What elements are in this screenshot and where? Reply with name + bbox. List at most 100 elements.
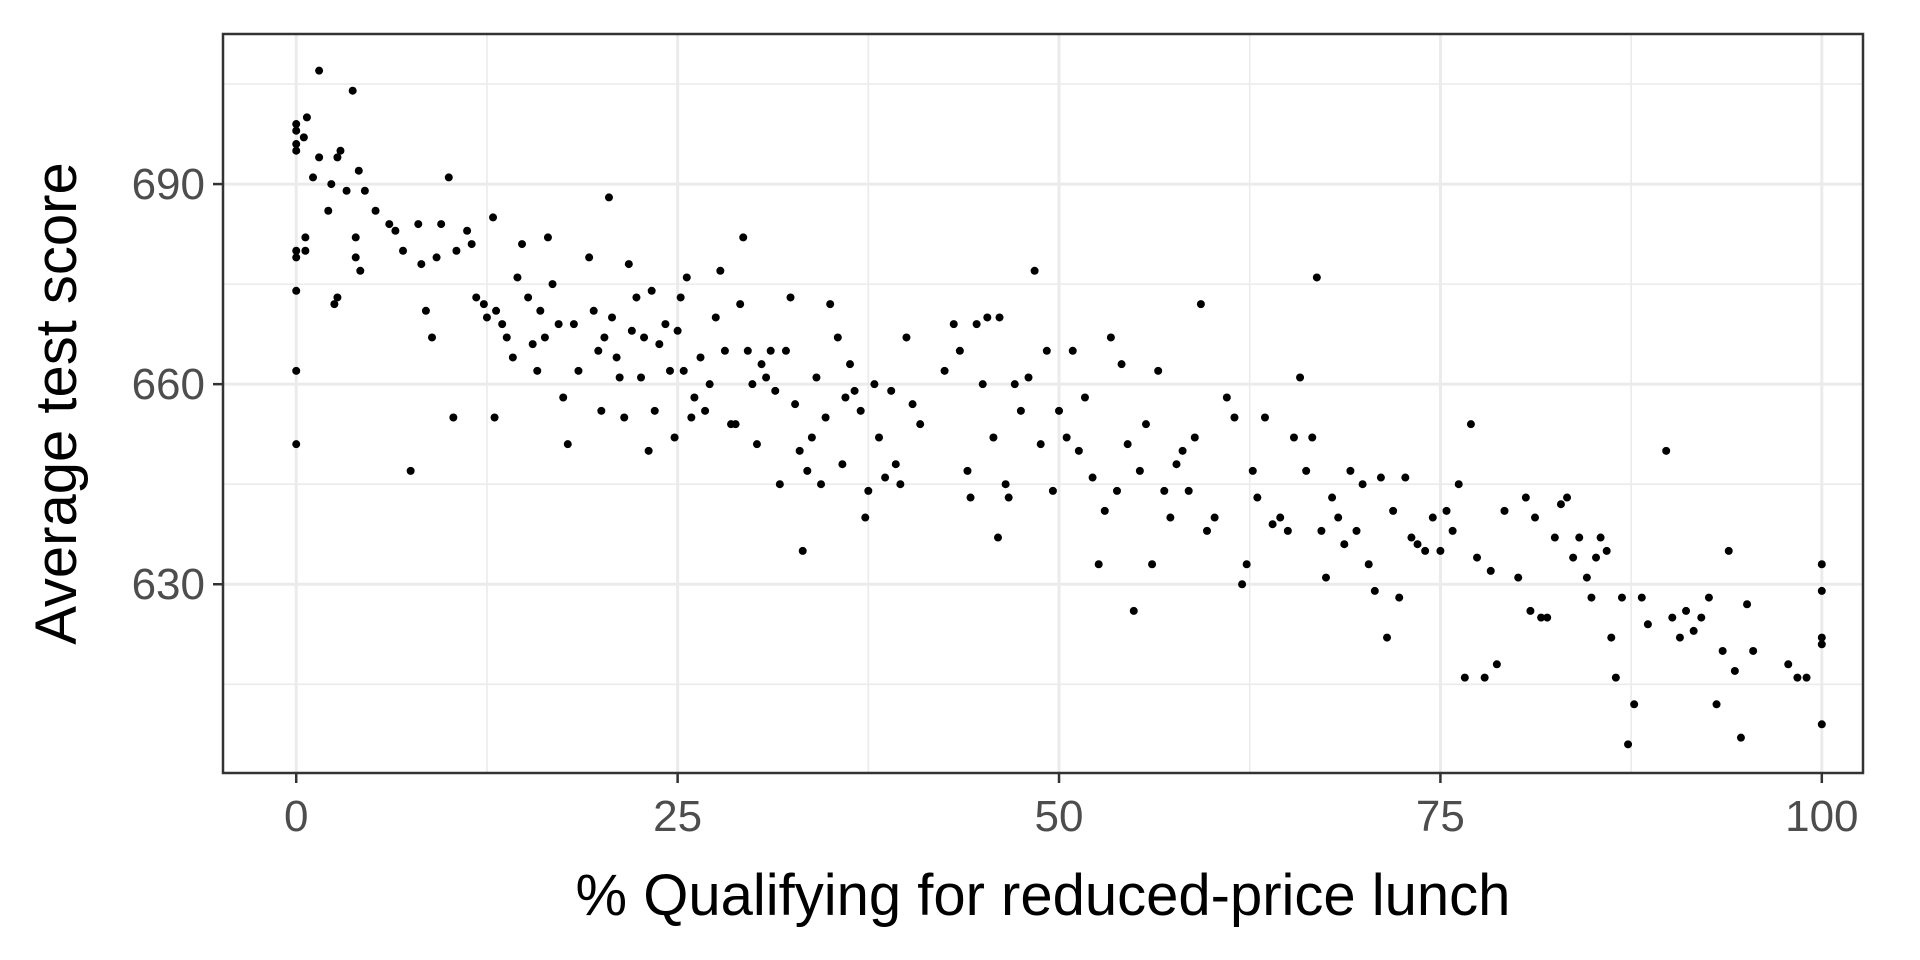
data-point — [791, 400, 800, 409]
data-point — [309, 173, 318, 182]
data-point — [841, 393, 850, 402]
data-point — [292, 120, 301, 129]
data-point — [1376, 473, 1385, 482]
data-point — [1784, 660, 1793, 669]
data-point — [463, 226, 472, 235]
grid-major — [223, 34, 1863, 773]
data-point — [1068, 346, 1077, 355]
data-point — [1582, 573, 1591, 582]
data-point — [1036, 440, 1045, 449]
data-point — [540, 333, 549, 342]
data-point — [1442, 506, 1451, 515]
data-point — [1675, 633, 1684, 642]
data-point — [1704, 593, 1713, 602]
data-point — [351, 233, 360, 242]
data-point — [1100, 506, 1109, 515]
data-point — [597, 406, 606, 415]
data-point — [1328, 493, 1337, 502]
data-point — [299, 133, 308, 142]
data-point — [492, 306, 501, 315]
data-point — [371, 206, 380, 215]
data-point — [1260, 413, 1269, 422]
data-point — [1004, 493, 1013, 502]
data-point — [627, 326, 636, 335]
data-point — [437, 220, 446, 229]
x-tick-label: 100 — [1785, 792, 1858, 841]
data-point — [1637, 593, 1646, 602]
data-point — [1042, 346, 1051, 355]
data-point — [1312, 273, 1321, 282]
data-point — [739, 233, 748, 242]
data-point — [421, 306, 430, 315]
data-point — [1793, 673, 1802, 682]
data-point — [916, 420, 925, 429]
data-point — [1094, 560, 1103, 569]
data-point — [1154, 366, 1163, 375]
data-point — [315, 153, 324, 162]
data-point — [891, 460, 900, 469]
data-point — [1473, 553, 1482, 562]
data-point — [1460, 673, 1469, 682]
data-point — [574, 366, 583, 375]
data-point — [1062, 433, 1071, 442]
data-point — [995, 313, 1004, 322]
data-point — [1662, 446, 1671, 455]
data-point — [391, 226, 400, 235]
data-point — [1203, 526, 1211, 535]
data-point — [817, 480, 826, 489]
data-point — [563, 440, 572, 449]
data-point — [1321, 573, 1330, 582]
data-point — [983, 313, 992, 322]
data-point — [479, 300, 488, 309]
data-point — [559, 393, 568, 402]
data-point — [807, 433, 816, 442]
data-point — [1817, 720, 1826, 729]
data-point — [417, 260, 426, 269]
data-point — [594, 346, 603, 355]
data-point — [1166, 513, 1175, 522]
data-point — [1088, 473, 1097, 482]
data-point — [993, 533, 1002, 542]
data-point — [612, 353, 621, 362]
data-point — [452, 246, 461, 255]
data-point — [781, 346, 790, 355]
data-point — [533, 366, 542, 375]
grid-minor — [223, 34, 1863, 773]
y-axis-ticks: 630 660 690 — [132, 160, 223, 609]
data-point — [1718, 646, 1727, 655]
data-point — [752, 440, 761, 449]
data-point — [301, 246, 310, 255]
data-point — [1454, 480, 1463, 489]
data-point — [1817, 640, 1826, 649]
data-point — [908, 400, 917, 409]
data-point — [1607, 633, 1616, 642]
plot-panel-border — [221, 32, 1865, 775]
data-point — [1492, 660, 1501, 669]
data-point — [624, 260, 633, 269]
data-point — [795, 446, 804, 455]
data-points — [292, 66, 1826, 749]
data-point — [833, 333, 842, 342]
data-point — [324, 206, 333, 215]
data-point — [502, 333, 511, 342]
data-point — [690, 393, 699, 402]
data-point — [978, 380, 987, 389]
data-point — [482, 313, 491, 322]
data-point — [1587, 593, 1596, 602]
data-point — [771, 386, 780, 395]
x-axis-ticks: 0 25 50 75 100 — [284, 773, 1859, 841]
data-point — [351, 253, 360, 262]
y-tick-label: 660 — [132, 360, 205, 409]
data-point — [1428, 513, 1437, 522]
data-point — [812, 373, 821, 382]
data-point — [1268, 520, 1277, 529]
data-point — [1230, 413, 1239, 422]
data-point — [1160, 486, 1169, 495]
data-point — [1055, 406, 1064, 415]
data-point — [1407, 533, 1416, 542]
data-point — [1537, 613, 1546, 622]
data-point — [1596, 533, 1605, 542]
plot-panel-background — [223, 34, 1863, 773]
y-axis-title: Average test score — [24, 162, 89, 645]
data-point — [536, 306, 545, 315]
